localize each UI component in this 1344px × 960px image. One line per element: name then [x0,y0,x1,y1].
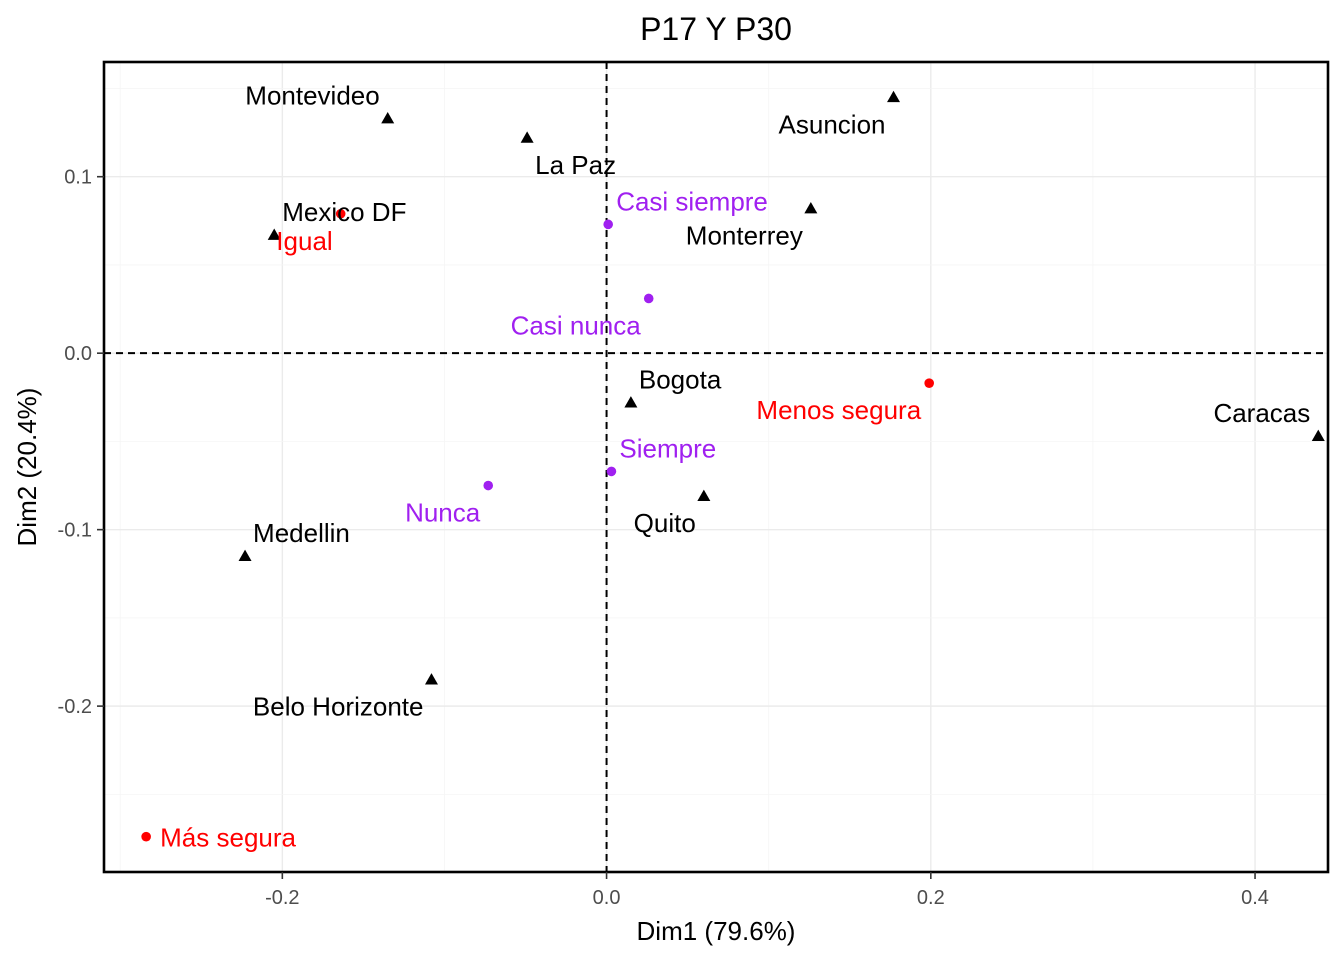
point-nunca [483,480,494,491]
point-belo-horizonte [424,673,438,685]
point-caracas [1311,429,1325,441]
x-tick-label: 0.0 [593,887,621,909]
label-bogota: Bogota [639,365,722,395]
point-mexico-df [267,228,281,240]
y-axis-title: Dim2 (20.4%) [12,388,42,547]
label-asuncion: Asuncion [779,109,886,139]
grid [104,62,1328,872]
label-belo-horizonte: Belo Horizonte [253,692,424,722]
label-montevideo: Montevideo [245,80,379,110]
label-quito: Quito [634,508,696,538]
y-tick-label: 0.0 [64,343,92,365]
point-labels: Montevideo La Paz Asuncion Mexico DF Monterr… [160,80,1310,852]
point-montevideo [381,111,395,124]
point-bogota [624,396,638,408]
label-medellin: Medellin [253,518,350,548]
point-medellin [238,549,252,561]
label-siempre: Siempre [619,433,716,463]
point-casi-siempre [603,219,613,230]
point-la-paz [520,131,534,143]
label-menos-segura: Menos segura [756,395,921,425]
label-caracas: Caracas [1213,398,1310,428]
point-siempre [606,466,617,477]
plot-panel-border [102,60,1330,874]
label-la-paz: La Paz [535,150,616,180]
y-tick-label: -0.2 [58,696,92,718]
point-monterrey [804,201,818,214]
label-casi-nunca: Casi nunca [511,310,642,340]
chart-title: P17 Y P30 [640,11,792,47]
x-tick-label: -0.2 [265,887,299,909]
y-tick-label: 0.1 [64,167,92,189]
label-igual: Igual [276,226,332,256]
y-axis-ticks: -0.2 -0.1 0.0 0.1 [58,167,104,718]
point-igual [335,208,346,219]
label-monterrey: Monterrey [686,220,803,250]
point-menos-segura [924,378,934,388]
point-asuncion [887,90,901,103]
label-mas-segura: Más segura [160,823,296,853]
x-axis-title: Dim1 (79.6%) [637,916,796,946]
y-tick-label: -0.1 [58,520,92,542]
point-mas-segura [141,831,151,842]
reference-lines [104,62,1328,872]
point-quito [697,489,711,501]
label-nunca: Nunca [405,498,481,528]
data-points [141,90,1325,842]
label-mexico-df: Mexico DF [282,197,406,227]
point-casi-nunca [643,293,654,304]
x-tick-label: 0.4 [1241,887,1269,909]
label-casi-siempre: Casi siempre [616,186,768,216]
x-axis-ticks: -0.2 0.0 0.2 0.4 [265,872,1269,909]
x-tick-label: 0.2 [917,887,945,909]
